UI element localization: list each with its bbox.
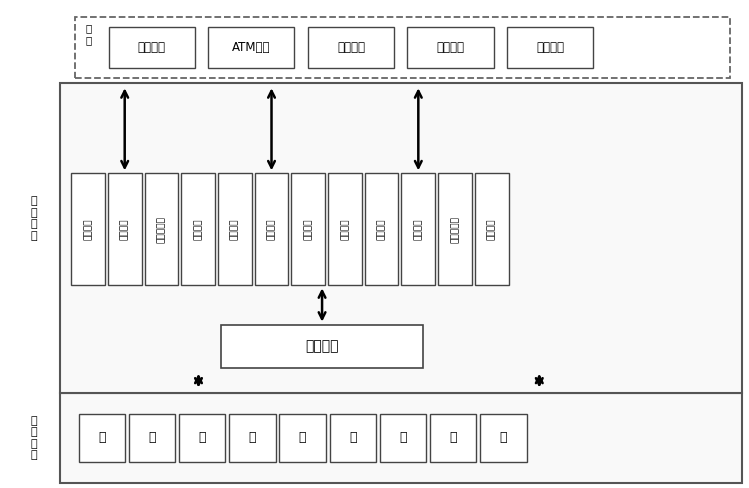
FancyBboxPatch shape [75, 17, 730, 78]
Text: 方: 方 [299, 431, 306, 445]
FancyBboxPatch shape [507, 27, 593, 68]
Text: 各: 各 [98, 431, 106, 445]
FancyBboxPatch shape [60, 83, 742, 393]
FancyBboxPatch shape [308, 27, 394, 68]
Text: 系: 系 [449, 431, 457, 445]
FancyBboxPatch shape [60, 393, 742, 483]
FancyBboxPatch shape [365, 173, 398, 285]
FancyBboxPatch shape [255, 173, 288, 285]
FancyBboxPatch shape [480, 413, 527, 463]
Text: 代收物业费: 代收物业费 [157, 216, 166, 243]
Text: 理财系统: 理财系统 [267, 219, 276, 240]
Text: 统: 统 [500, 431, 507, 445]
Text: 代发社保: 代发社保 [230, 219, 240, 240]
Text: 代收电费: 代收电费 [120, 219, 130, 240]
FancyBboxPatch shape [330, 413, 376, 463]
Text: 对公信贷: 对公信贷 [340, 219, 350, 240]
Text: 大额存款: 大额存款 [303, 219, 313, 240]
Text: 基金代销: 基金代销 [413, 219, 423, 240]
Text: 核心系统: 核心系统 [306, 340, 339, 353]
FancyBboxPatch shape [328, 173, 362, 285]
Text: 网上银行: 网上银行 [437, 41, 464, 54]
FancyBboxPatch shape [208, 27, 294, 68]
FancyBboxPatch shape [291, 173, 325, 285]
FancyBboxPatch shape [279, 413, 326, 463]
Text: ATM系统: ATM系统 [232, 41, 270, 54]
FancyBboxPatch shape [430, 413, 476, 463]
Text: 代发工资: 代发工资 [193, 219, 203, 240]
FancyBboxPatch shape [380, 413, 426, 463]
Text: 类: 类 [148, 431, 156, 445]
Text: 第: 第 [198, 431, 206, 445]
FancyBboxPatch shape [475, 173, 509, 285]
Text: 行
内
系
统: 行 内 系 统 [31, 196, 37, 241]
Text: 三: 三 [249, 431, 256, 445]
FancyBboxPatch shape [108, 173, 142, 285]
FancyBboxPatch shape [229, 413, 276, 463]
FancyBboxPatch shape [218, 173, 252, 285]
Text: 代收罚款: 代收罚款 [487, 219, 497, 240]
FancyBboxPatch shape [221, 325, 423, 368]
FancyBboxPatch shape [79, 413, 125, 463]
FancyBboxPatch shape [407, 27, 494, 68]
FancyBboxPatch shape [179, 413, 225, 463]
FancyBboxPatch shape [401, 173, 435, 285]
Text: 行
外
系
统: 行 外 系 统 [31, 416, 37, 460]
FancyBboxPatch shape [71, 173, 105, 285]
FancyBboxPatch shape [109, 27, 195, 68]
FancyBboxPatch shape [438, 173, 472, 285]
FancyBboxPatch shape [129, 413, 175, 463]
Text: 贵金属代销: 贵金属代销 [450, 216, 460, 243]
Text: 作: 作 [399, 431, 407, 445]
FancyBboxPatch shape [145, 173, 178, 285]
Text: 手机银行: 手机银行 [337, 41, 365, 54]
FancyBboxPatch shape [181, 173, 215, 285]
Text: 合: 合 [349, 431, 357, 445]
Text: 移动展业: 移动展业 [536, 41, 564, 54]
Text: 代收水费: 代收水费 [83, 219, 93, 240]
Text: 柜面系统: 柜面系统 [138, 41, 166, 54]
Text: 渠
道: 渠 道 [85, 23, 91, 45]
Text: 个人信贷: 个人信贷 [377, 219, 386, 240]
